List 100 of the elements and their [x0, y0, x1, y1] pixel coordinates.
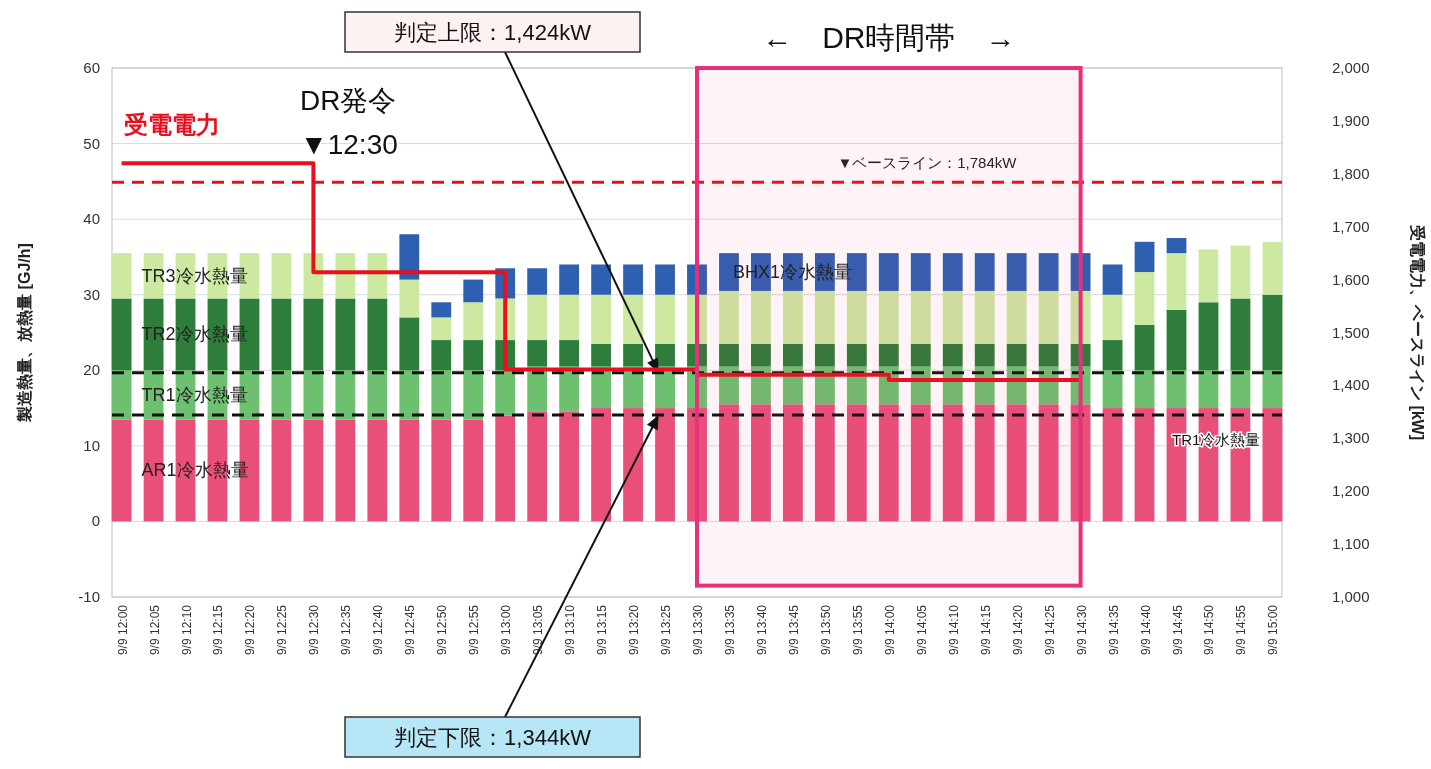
y-tick-label: 40	[83, 210, 100, 228]
bar	[655, 408, 675, 522]
bar	[846, 343, 867, 367]
bar	[942, 253, 963, 291]
bar	[942, 343, 963, 367]
bar	[367, 253, 388, 299]
x-tick-label: 9/9 14:15	[978, 604, 993, 656]
bar	[559, 340, 580, 367]
bar	[1102, 408, 1123, 522]
y2-tick-label: 1,800	[1332, 164, 1370, 182]
bar	[1198, 302, 1219, 371]
x-tick-label: 9/9 12:20	[243, 604, 258, 656]
bar	[1038, 290, 1059, 344]
bar	[271, 419, 292, 522]
y2-tick-label: 1,500	[1332, 323, 1370, 341]
bar	[814, 290, 835, 344]
y-axis-title: 製造熱量、放熱量 [GJ/h]	[16, 243, 34, 423]
bar	[431, 317, 452, 341]
bar	[111, 298, 132, 371]
y2-tick-label: 1,400	[1332, 376, 1370, 394]
x-tick-label: 9/9 12:10	[179, 604, 194, 656]
bar	[399, 234, 420, 280]
x-tick-label: 9/9 13:15	[595, 604, 610, 656]
bar	[623, 294, 643, 344]
bar	[1134, 272, 1155, 325]
bar	[751, 343, 771, 367]
bar	[910, 404, 931, 522]
bar	[399, 419, 420, 522]
bar	[1166, 238, 1187, 254]
bar	[559, 294, 580, 341]
y-tick-label: 60	[83, 59, 100, 76]
bar	[335, 370, 356, 420]
bar	[463, 340, 484, 371]
y2-tick-label: 1,100	[1332, 535, 1370, 553]
bar	[1230, 245, 1251, 299]
bar	[367, 298, 388, 371]
x-tick-label: 9/9 13:10	[563, 604, 578, 656]
x-tick-label: 9/9 13:50	[818, 604, 833, 656]
bar	[1166, 309, 1187, 371]
y-tick-label: 10	[83, 436, 100, 454]
bar	[1198, 249, 1219, 303]
ref-line-label: ▼ベースライン：1,784kW	[837, 154, 1018, 172]
bar	[1070, 404, 1091, 522]
bar	[814, 343, 835, 367]
x-tick-label: 9/9 14:25	[1042, 604, 1057, 656]
bar	[1134, 370, 1155, 409]
bar	[623, 343, 643, 367]
bar	[1134, 408, 1155, 522]
bar	[1006, 404, 1027, 522]
y2-tick-label: 2,000	[1332, 59, 1370, 76]
bar	[111, 419, 132, 522]
annotation: DR発令 ▼12:30	[300, 85, 398, 160]
bar	[1038, 253, 1059, 291]
bar	[974, 404, 995, 522]
x-tick-label: 9/9 13:30	[691, 604, 705, 656]
bar	[463, 370, 484, 420]
y-tick-label: 30	[83, 285, 100, 303]
bar	[463, 419, 484, 522]
bar	[527, 340, 548, 367]
y-tick-label: 20	[83, 361, 100, 379]
bar	[1262, 241, 1283, 295]
y2-axis-title: 受電電力、ベースライン [kW]	[1409, 223, 1426, 441]
bar	[1006, 343, 1027, 367]
x-tick-label: 9/9 14:45	[1170, 604, 1185, 656]
bar	[846, 290, 867, 344]
x-tick-label: 9/9 12:40	[371, 604, 386, 656]
bar	[655, 343, 675, 367]
bar	[111, 370, 132, 420]
bar	[623, 264, 643, 295]
bar	[1038, 343, 1059, 367]
bar	[1198, 370, 1219, 409]
bar	[1006, 290, 1027, 344]
bar	[974, 253, 995, 291]
bar	[335, 253, 356, 299]
bar	[1262, 294, 1283, 371]
bar	[1262, 408, 1283, 522]
x-tick-label: 9/9 13:45	[786, 604, 801, 656]
bar	[1134, 241, 1155, 273]
x-tick-label: 9/9 13:25	[659, 604, 674, 656]
bar	[1102, 340, 1123, 371]
x-tick-label: 9/9 14:05	[914, 604, 929, 656]
x-tick-label: 9/9 13:35	[722, 604, 737, 656]
x-tick-label: 9/9 14:20	[1010, 604, 1025, 656]
bar	[1230, 298, 1251, 371]
x-tick-label: 9/9 15:00	[1266, 604, 1281, 656]
band-label: ← DR時間帯 →	[762, 21, 1016, 54]
bar	[910, 253, 931, 291]
x-tick-label: 9/9 13:00	[499, 604, 514, 656]
bar	[1166, 370, 1187, 409]
bar	[1070, 290, 1091, 344]
bar	[878, 343, 899, 367]
y2-tick-label: 1,900	[1332, 111, 1370, 129]
bar	[527, 411, 548, 522]
bar	[591, 294, 612, 344]
ref-line-label: 判定上限：1,424kW	[394, 20, 592, 45]
bar	[463, 302, 484, 341]
x-tick-label: 9/9 13:20	[627, 604, 642, 656]
bar	[271, 298, 292, 371]
bar	[559, 264, 580, 295]
bar	[1006, 253, 1027, 291]
